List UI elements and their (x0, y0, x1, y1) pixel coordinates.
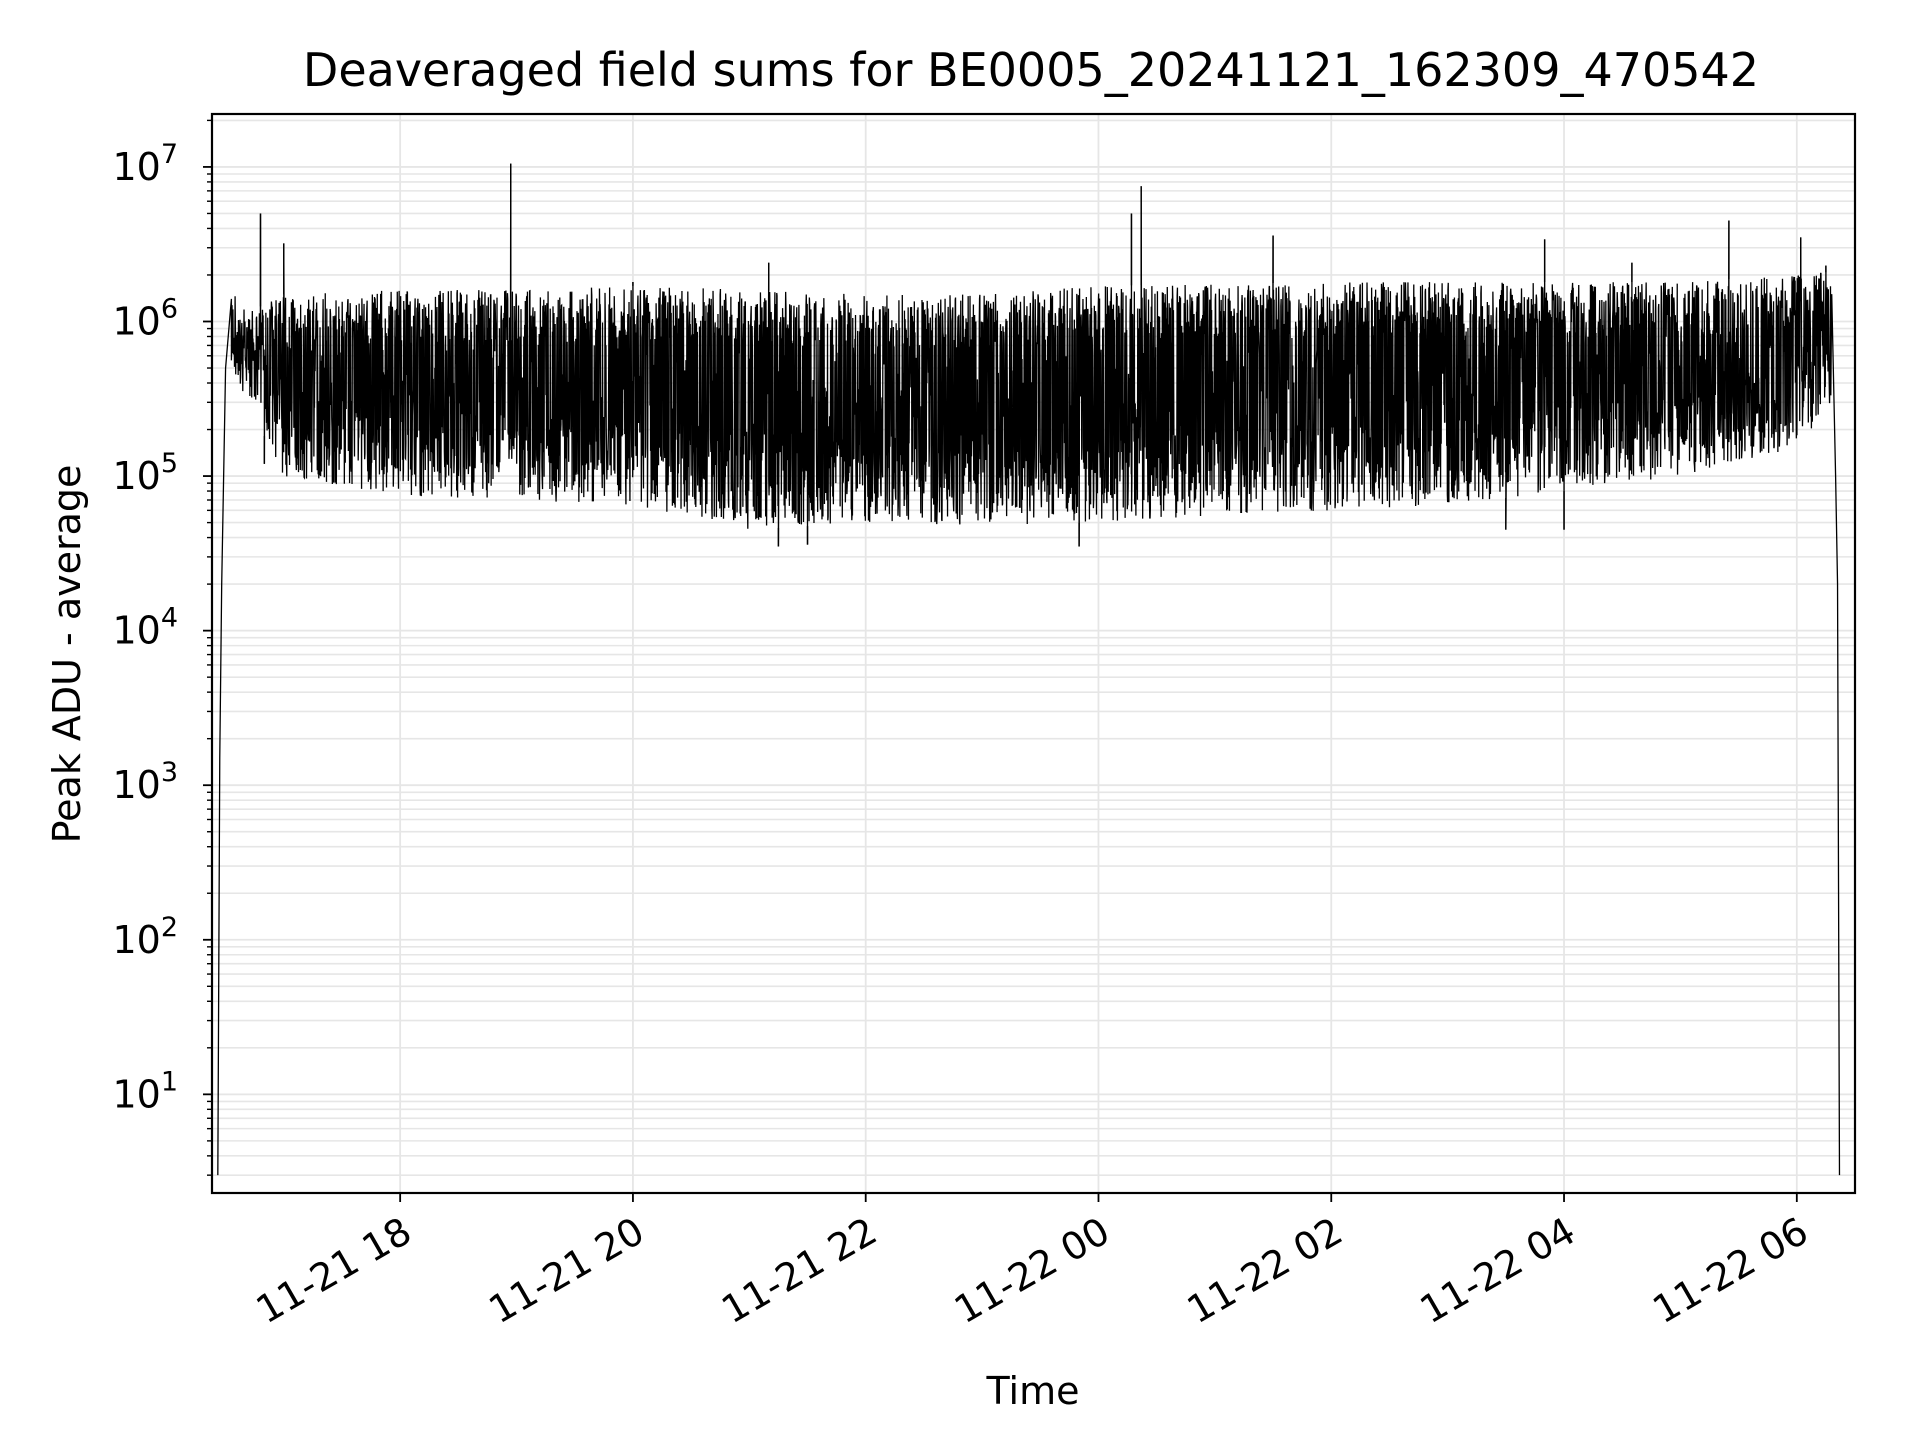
y-axis-label: Peak ADU - average (45, 465, 89, 844)
y-tick-base: 10 (112, 299, 160, 343)
series-line (217, 163, 1841, 1176)
y-tick-exponent: 3 (161, 757, 178, 788)
y-tick-label: 106 (112, 293, 178, 343)
y-tick-exponent: 2 (161, 912, 178, 943)
series-line-group (217, 163, 1841, 1176)
y-tick-base: 10 (112, 763, 160, 807)
y-tick-exponent: 5 (161, 448, 178, 479)
y-tick-label: 105 (112, 448, 178, 498)
y-tick-label: 103 (112, 757, 178, 807)
y-tick-label: 107 (112, 139, 178, 189)
y-tick-base: 10 (112, 454, 160, 498)
y-tick-base: 10 (112, 145, 160, 189)
y-tick-exponent: 1 (161, 1066, 178, 1097)
plot-frame (210, 112, 1857, 1195)
y-tick-label: 102 (112, 912, 178, 962)
chart-title: Deaveraged field sums for BE0005_2024112… (303, 43, 1759, 97)
y-tick-base: 10 (112, 609, 160, 653)
y-tick-label: 104 (112, 603, 178, 653)
y-tick-exponent: 4 (161, 603, 178, 634)
y-tick-base: 10 (112, 918, 160, 962)
y-tick-exponent: 7 (161, 139, 178, 170)
y-tick-exponent: 6 (161, 293, 178, 324)
y-tick-label: 101 (112, 1066, 178, 1116)
x-axis-label: Time (986, 1369, 1080, 1413)
y-tick-base: 10 (112, 1072, 160, 1116)
